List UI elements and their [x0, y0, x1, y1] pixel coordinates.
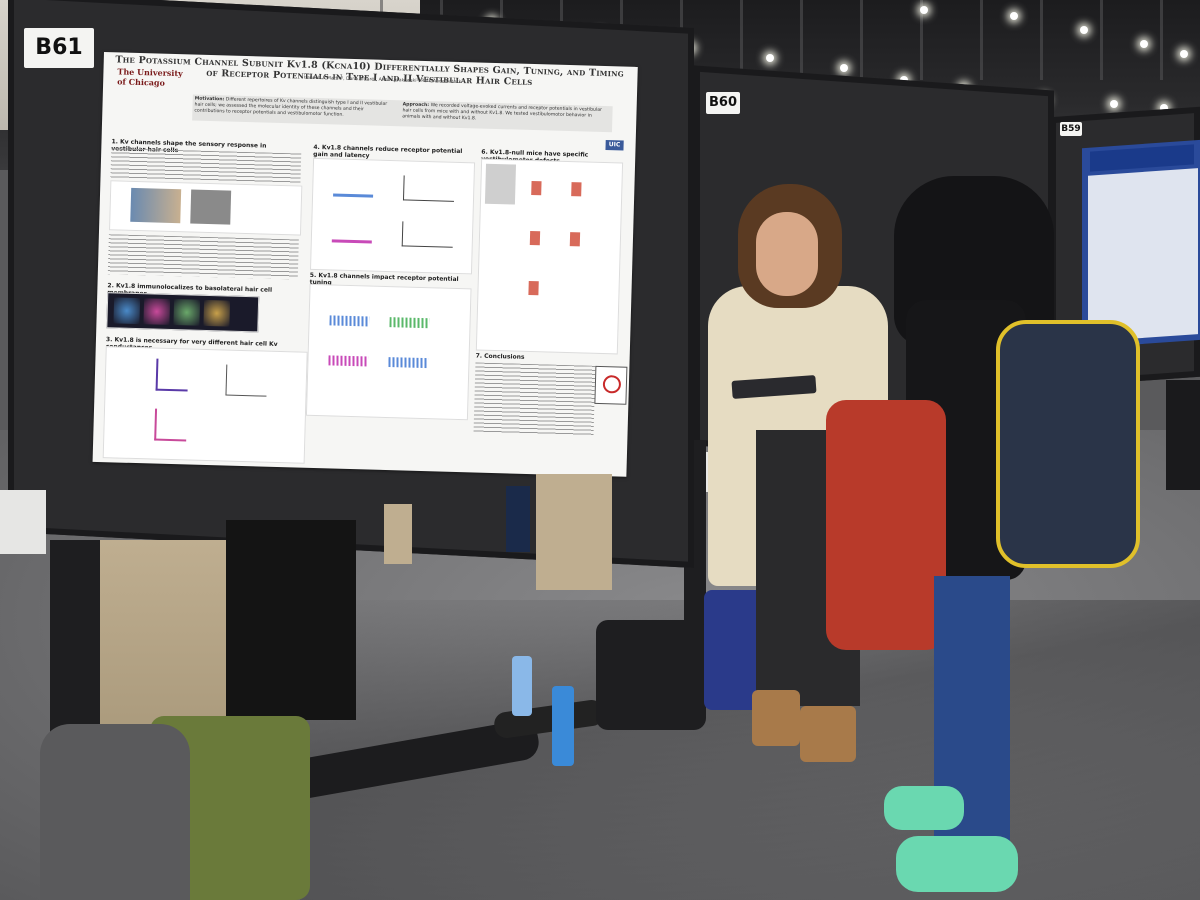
poster-figure: [109, 180, 303, 236]
ceiling-light: [1010, 12, 1018, 20]
poster-text: [110, 148, 302, 184]
poster-b59: [1082, 139, 1200, 349]
ceiling-light: [1160, 104, 1168, 112]
poster-figure: [305, 283, 472, 421]
jacket-gray: [40, 724, 190, 900]
motivation-label: Motivation:: [194, 96, 225, 103]
poster-b59-header: [1090, 144, 1194, 172]
university-logo: The University of Chicago: [117, 66, 183, 88]
approach-label: Approach:: [402, 102, 430, 109]
board-label-b60: B60: [706, 92, 740, 114]
poster-figure: [475, 158, 624, 355]
board-label-b61: B61: [24, 28, 94, 68]
presenter-boot: [752, 690, 800, 746]
poster-section-7: 7. Conclusions: [475, 352, 525, 361]
ceiling-light: [1110, 100, 1118, 108]
ceiling-light: [1080, 26, 1088, 34]
person-background: [536, 474, 612, 590]
backpack-black: [596, 620, 706, 730]
visitor-sneaker: [896, 836, 1018, 892]
visitor-backpack: [996, 320, 1140, 568]
poster-figure: [106, 292, 260, 333]
presenter-boot: [800, 706, 856, 762]
poster-figure: [102, 346, 308, 464]
person-background: [506, 486, 530, 552]
uic-logo: UIC: [605, 140, 624, 151]
no-photo-sign: [594, 365, 628, 405]
ceiling-light: [766, 54, 774, 62]
ceiling-light: [920, 6, 928, 14]
water-bottle: [512, 656, 532, 716]
ceiling-light: [1140, 40, 1148, 48]
presenter-face: [756, 212, 818, 296]
person-background: [1166, 380, 1200, 490]
research-poster: The Potassium Channel Subunit Kv1.8 (Kcn…: [92, 52, 638, 477]
visitor-red-jacket: [826, 400, 946, 650]
ceiling-light: [1180, 50, 1188, 58]
ceiling-light: [840, 64, 848, 72]
poster-text: [473, 362, 596, 436]
person-background: [226, 520, 356, 720]
poster-figure: [309, 157, 476, 275]
visitor-sneaker: [884, 786, 964, 830]
person-background: [384, 504, 412, 564]
board-label-b59: B59: [1060, 122, 1082, 136]
poster-b59-body: [1088, 168, 1198, 342]
water-bottle: [552, 686, 574, 766]
poster-text: [107, 234, 299, 280]
board-sign: [0, 490, 46, 554]
